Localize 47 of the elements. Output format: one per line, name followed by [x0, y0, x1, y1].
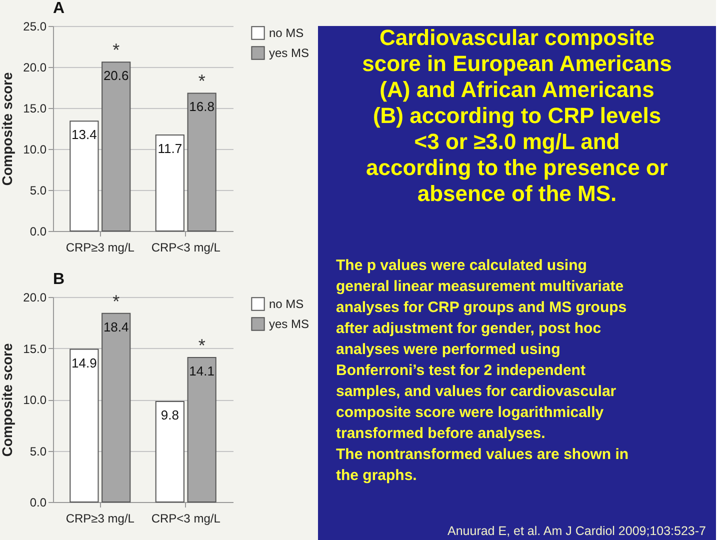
x-tick-label: CRP<3 mg/L — [151, 240, 221, 254]
annotation: * — [112, 291, 120, 312]
legend-label: yes MS — [269, 46, 310, 60]
chart-title: B — [53, 271, 65, 288]
annotation: * — [198, 71, 206, 92]
bar — [187, 356, 216, 502]
x-tick-label: CRP≥3 mg/L — [66, 240, 135, 254]
data-label: 13.4 — [72, 127, 97, 142]
data-label: 20.6 — [103, 68, 129, 84]
text: Cardiovascular composite score in European Americans (A) and African Americans (B) according to CRP levels <3 or ≥3.0 mg/L and according to the presence or absence of the MS. — [362, 25, 672, 206]
y-tick-label: 10.0 — [23, 142, 47, 156]
data-label: 14.1 — [189, 363, 214, 378]
y-tick-label: 0.0 — [30, 496, 47, 510]
data-label: 14.9 — [72, 355, 97, 370]
text: The p values were calculated using general linear measurement multivariate analyses for CRP groups and MS groups after adjustment for gender, post hoc analyses were performed using Bonferroni’s test for 2 independent samples, and values for cardiovascular composite score were logarithmically transformed before analyses. — [336, 257, 627, 442]
bar — [70, 348, 99, 502]
y-tick-label: 15.0 — [23, 102, 47, 116]
legend-label: no MS — [269, 26, 304, 40]
data-label: 11.7 — [158, 141, 182, 156]
bar — [187, 92, 216, 232]
annotation: * — [112, 40, 120, 60]
bar — [155, 401, 184, 502]
chart-title: A — [53, 0, 65, 17]
bar — [70, 120, 99, 232]
y-tick-label: 20.0 — [23, 60, 47, 74]
bar — [102, 62, 131, 232]
data-label: 18.4 — [103, 319, 129, 334]
text: The nontransformed values are shown in the graphs. — [336, 446, 629, 484]
x-tick-label: CRP≥3 mg/L — [66, 512, 135, 526]
y-axis-title: Composite score — [0, 342, 16, 457]
y-tick-label: 0.0 — [30, 224, 47, 238]
data-label: 9.8 — [160, 408, 179, 423]
legend-label: yes MS — [269, 317, 310, 331]
text: Anuurad E, et al. Am J Cardiol 2009;103:523-7 — [448, 524, 706, 538]
data-label: 16.8 — [189, 99, 214, 114]
y-tick-label: 15.0 — [23, 342, 47, 356]
y-tick-label: 5.0 — [30, 184, 47, 198]
legend-label: no MS — [269, 297, 304, 311]
bar — [102, 312, 131, 502]
annotation: * — [198, 335, 206, 356]
x-tick-label: CRP<3 mg/L — [151, 512, 221, 526]
y-tick-label: 10.0 — [23, 393, 47, 407]
y-tick-label: 25.0 — [23, 20, 47, 34]
y-axis-title: Composite score — [0, 72, 16, 186]
y-tick-label: 5.0 — [30, 444, 47, 458]
bar — [155, 134, 184, 232]
y-tick-label: 20.0 — [23, 290, 47, 304]
